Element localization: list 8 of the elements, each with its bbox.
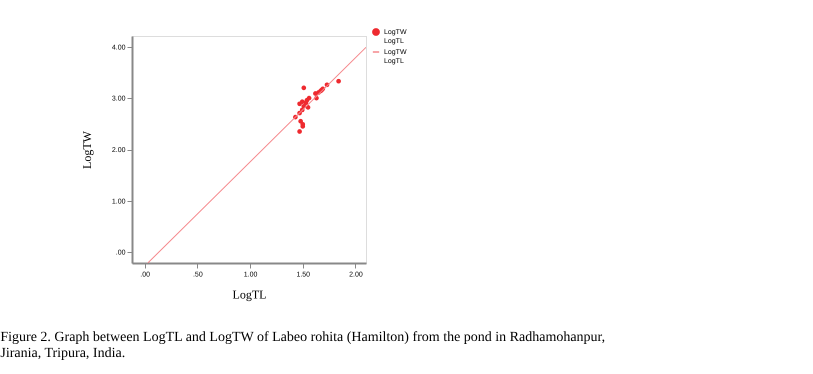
point xyxy=(306,96,312,100)
point xyxy=(300,99,305,104)
point xyxy=(336,78,341,84)
point xyxy=(297,129,302,134)
caption: Figure 2. Graph between LogTL and LogTW of Labeo rohita (Hamilton) from the pond in Radhamohanpur, Jirania, Tripura, India. xyxy=(0,330,606,361)
x-axis-title: LogTL xyxy=(232,288,266,302)
y-axis-title: LogTW xyxy=(80,130,94,169)
point xyxy=(301,86,306,90)
